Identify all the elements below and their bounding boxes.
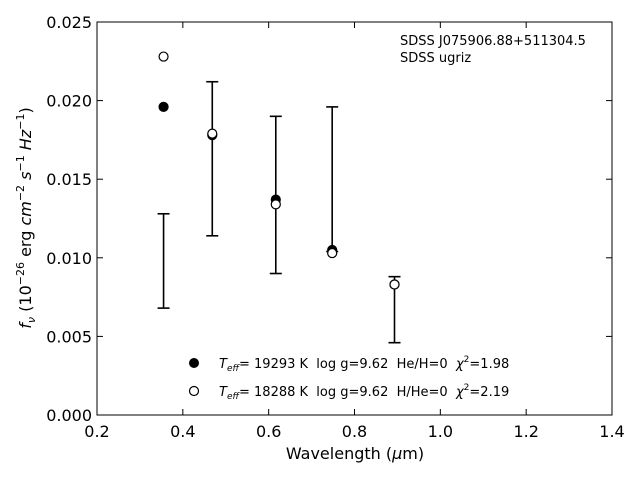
annotation-photometry: SDSS ugriz bbox=[400, 51, 471, 66]
model-point-open bbox=[270, 199, 281, 210]
model-point-open bbox=[327, 247, 338, 259]
y-tick-label: 0.010 bbox=[46, 249, 92, 268]
model-point-open bbox=[207, 128, 218, 139]
annotation-object-name: SDSS J075906.88+511304.5 bbox=[400, 34, 586, 49]
ticks-layer: 0.2 0.4 0.6 0.8 1.0 1.2 1.4 0.000 0.005 0.010 0.01… bbox=[46, 13, 625, 441]
plot-layer bbox=[157, 51, 401, 344]
legend-marker-filled bbox=[189, 358, 199, 368]
x-tick-label: 0.6 bbox=[256, 422, 281, 441]
x-tick-label: 0.4 bbox=[170, 422, 195, 441]
legend-label-open: Teff= 18288 K log g=9.62 H/He=0 χ2=2.19 bbox=[219, 383, 509, 402]
y-axis-label: fν (10−26 erg cm−2 s−1 Hz−1) bbox=[14, 107, 38, 328]
y-tick-label: 0.020 bbox=[46, 92, 92, 111]
y-tick-label: 0.025 bbox=[46, 13, 92, 32]
x-tick-label: 0.2 bbox=[84, 422, 109, 441]
y-tick-label: 0.000 bbox=[46, 406, 92, 425]
model-point-filled bbox=[158, 101, 169, 112]
legend-label-filled: Teff= 19293 K log g=9.62 He/H=0 χ2=1.98 bbox=[219, 355, 509, 374]
y-tick-label: 0.005 bbox=[46, 327, 92, 346]
x-tick-label: 1.2 bbox=[513, 422, 538, 441]
model-point-open bbox=[158, 51, 169, 62]
x-tick-label: 1.0 bbox=[428, 422, 453, 441]
legend-marker-open bbox=[188, 385, 200, 397]
x-tick-label: 0.8 bbox=[342, 422, 367, 441]
model-point-open bbox=[389, 279, 400, 290]
legend: Teff= 19293 K log g=9.62 He/H=0 χ2=1.98 … bbox=[188, 355, 509, 402]
x-tick-label: 1.4 bbox=[599, 422, 624, 441]
x-axis-label: Wavelength (μm) bbox=[286, 444, 424, 463]
y-tick-label: 0.015 bbox=[46, 170, 92, 189]
